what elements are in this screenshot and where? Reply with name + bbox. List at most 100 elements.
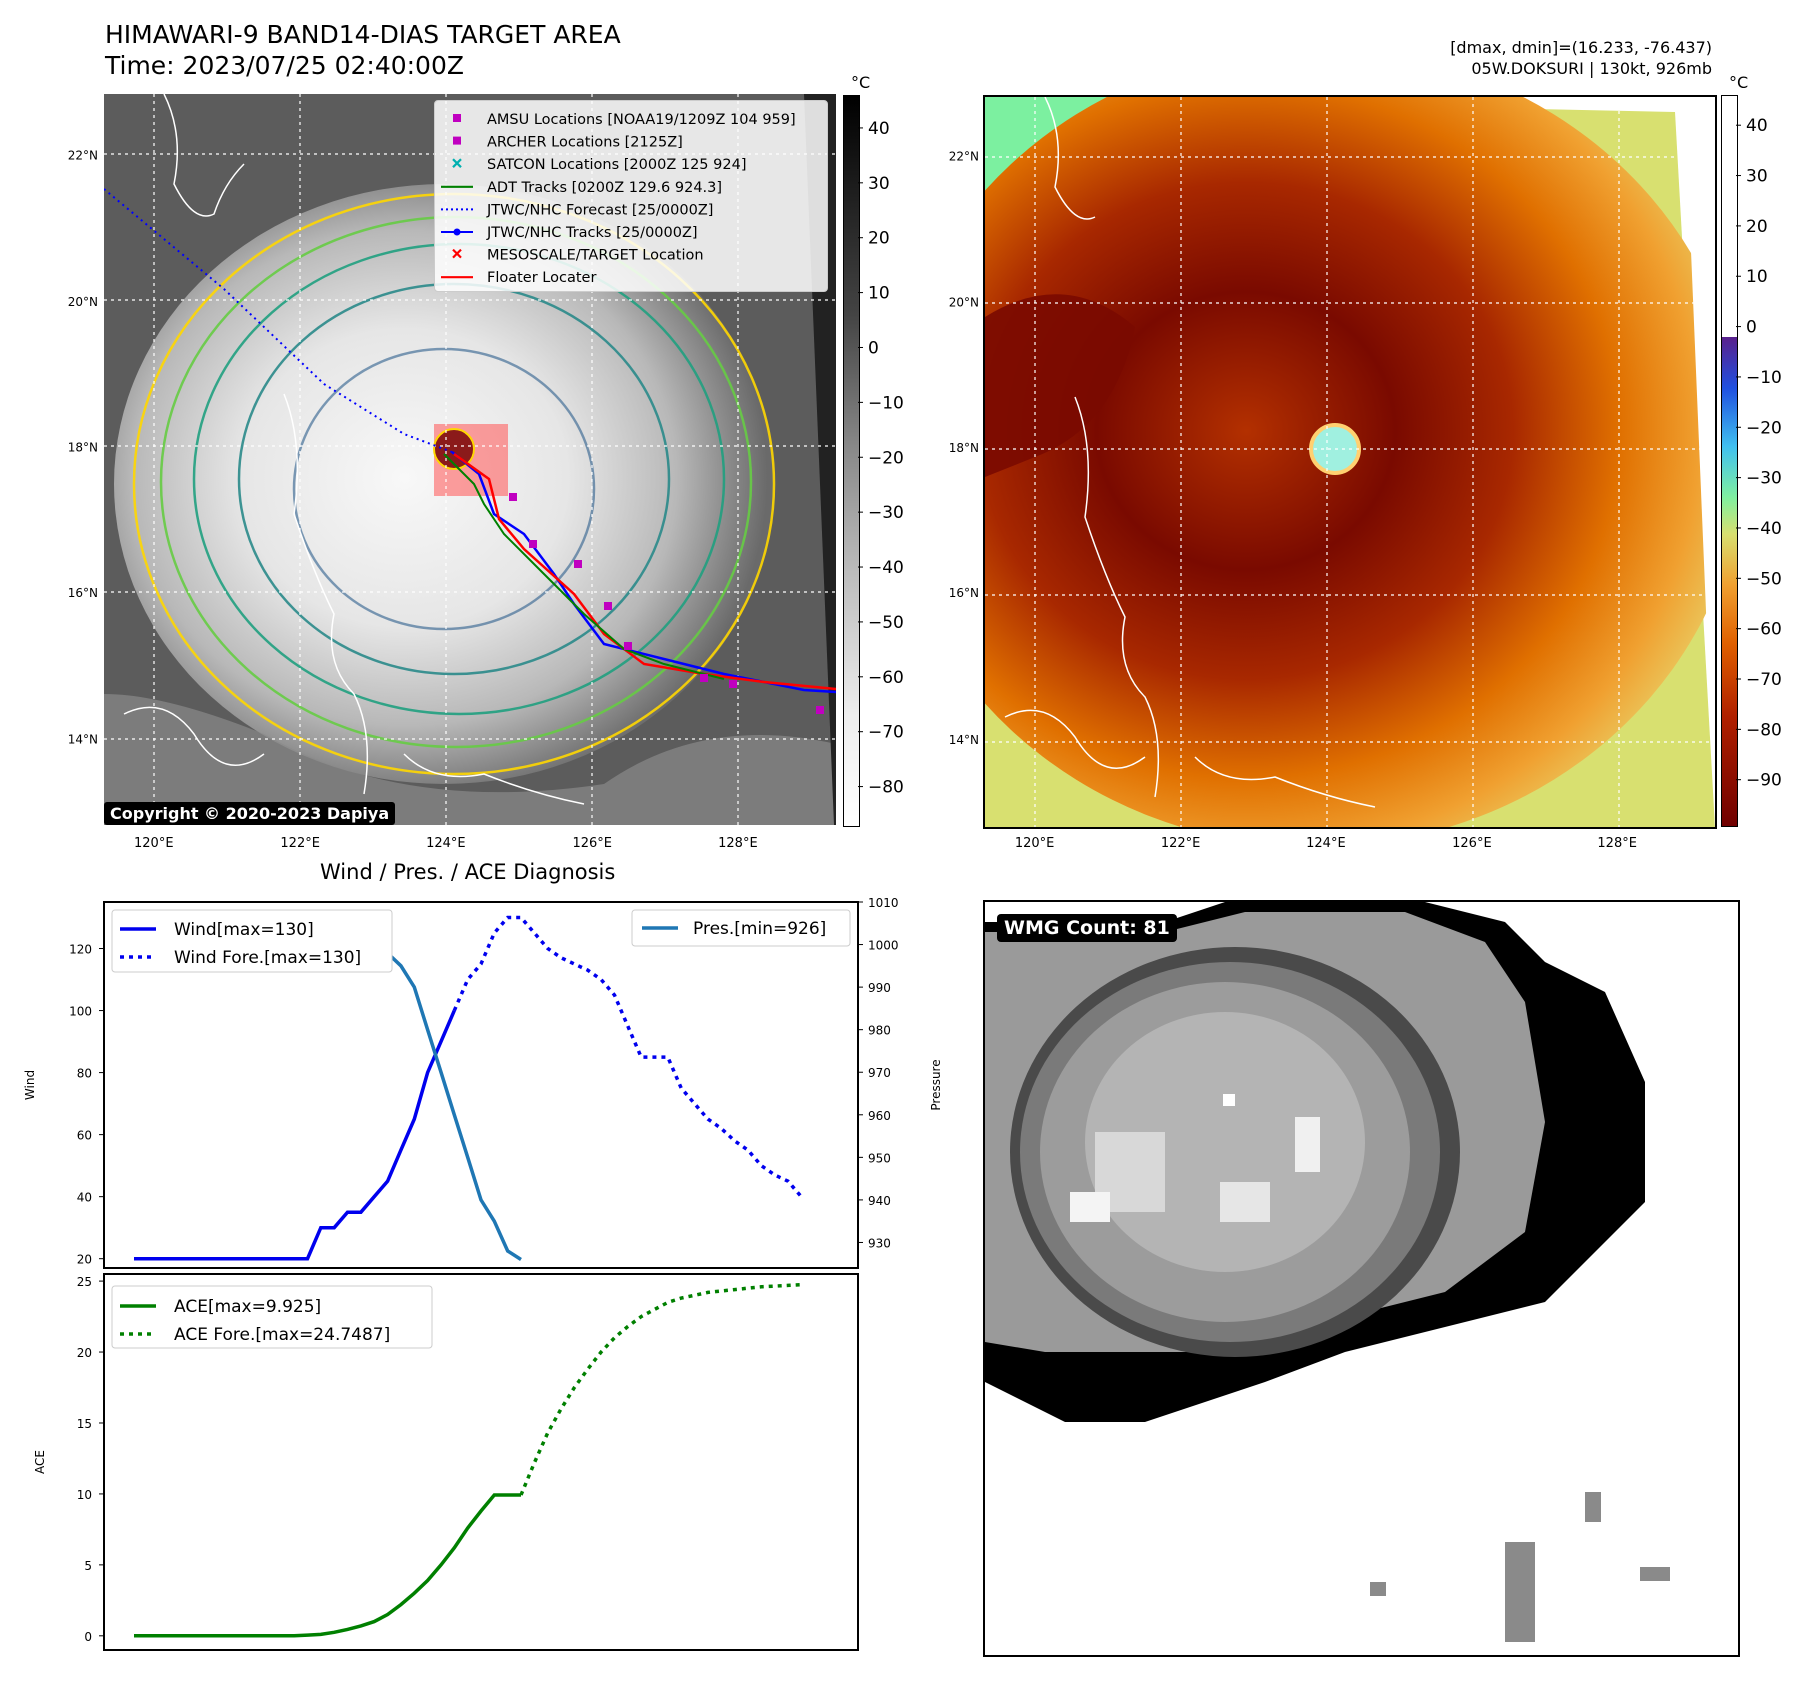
pressure-axis-label: Pressure xyxy=(929,1059,943,1110)
colorbar-tick-label: 40 xyxy=(868,119,890,139)
pressure-legend-box xyxy=(631,909,851,947)
legend-entry: JTWC/NHC Forecast [25/0000Z] xyxy=(441,202,713,218)
lon-label: 126°E xyxy=(1452,836,1492,851)
wmg-count-label: WMG Count: 81 xyxy=(997,914,1177,942)
left-map-axes: 22°N 20°N 18°N 16°N 14°N 120°E 122°E 124°E 126°E… xyxy=(68,149,758,851)
pressure-ytick-label: 980 xyxy=(868,1024,891,1038)
gray-colorbar xyxy=(843,95,860,827)
colorbar-tick-label: −90 xyxy=(1746,771,1782,791)
series-line-ace-fore- xyxy=(519,1282,802,1496)
colorbar-tick-label: −50 xyxy=(868,613,904,633)
wind-legend-label: Wind Fore.[max=130] xyxy=(174,948,361,968)
legend-entry: MESOSCALE/TARGET Location xyxy=(452,248,704,264)
legend-label: Floater Locater xyxy=(487,270,596,286)
legend-label: JTWC/NHC Tracks [25/0000Z] xyxy=(486,225,698,241)
lon-label: 128°E xyxy=(1597,836,1637,851)
pressure-ytick-label: 930 xyxy=(868,1236,891,1250)
pressure-ytick-label: 970 xyxy=(868,1066,891,1080)
figure-title: HIMAWARI-9 BAND14-DIAS TARGET AREA xyxy=(105,20,621,49)
series-line-ace xyxy=(134,1493,521,1638)
colorbar-tick-label: −30 xyxy=(1746,469,1782,489)
wmg-panel: WMG Count: 81 xyxy=(983,900,1740,1657)
legend-entry: JTWC/NHC Tracks [25/0000Z] xyxy=(441,225,698,241)
colorbar-tick-label: 20 xyxy=(868,229,890,249)
wind-pressure-chart: 20 40 60 80 100 120 930 940 950 960 970 980 990 1000 1… xyxy=(23,896,943,1269)
colorbar-tick-label: 10 xyxy=(1746,267,1768,287)
lon-label: 128°E xyxy=(718,836,758,851)
colorbar-tick-label: −40 xyxy=(868,558,904,578)
legend-entry: ARCHER Locations [2125Z] xyxy=(453,135,683,151)
colorbar-tick-label: −20 xyxy=(868,448,904,468)
colorbar-tick-label: −60 xyxy=(1746,620,1782,640)
colorbar-tick-label: 0 xyxy=(868,338,879,358)
legend-marker-dot xyxy=(453,228,461,236)
lat-label: 20°N xyxy=(68,295,98,309)
pressure-legend: Pres.[min=926] xyxy=(631,909,851,947)
wind-ytick-label: 20 xyxy=(77,1253,92,1267)
color-colorbar-unit: °C xyxy=(1729,73,1749,92)
colorbar-tick-label: 30 xyxy=(868,174,890,194)
ace-ytick-label: 15 xyxy=(77,1417,92,1431)
wind-legend-box xyxy=(111,909,393,973)
lat-label: 18°N xyxy=(949,441,979,455)
wind-axis-label: Wind xyxy=(23,1070,37,1100)
pressure-ytick-label: 960 xyxy=(868,1109,891,1123)
ace-ytick-label: 5 xyxy=(84,1559,92,1573)
legend-label: SATCON Locations [2000Z 125 924] xyxy=(487,157,746,173)
lat-label: 14°N xyxy=(949,733,979,747)
pressure-ytick-label: 990 xyxy=(868,981,891,995)
pressure-ytick-label: 1000 xyxy=(868,939,899,953)
ace-legend-label: ACE[max=9.925] xyxy=(174,1297,321,1317)
colorbar-tick-label: −10 xyxy=(1746,368,1782,388)
colorbar-tick-label: 40 xyxy=(1746,116,1768,136)
legend-label: MESOSCALE/TARGET Location xyxy=(487,248,704,264)
wind-ytick-label: 120 xyxy=(69,943,92,957)
pressure-ytick-label: 950 xyxy=(868,1151,891,1165)
lon-label: 122°E xyxy=(280,836,320,851)
lat-label: 22°N xyxy=(949,150,979,164)
lat-label: 16°N xyxy=(68,586,98,600)
ace-ytick-label: 0 xyxy=(84,1630,92,1644)
right-map-axes: 22°N 20°N 18°N 16°N 14°N 120°E 122°E 124°E 126°E… xyxy=(949,150,1637,851)
ace-ytick-label: 10 xyxy=(77,1488,92,1502)
wind-ytick-label: 40 xyxy=(77,1191,92,1205)
pressure-ytick-label: 940 xyxy=(868,1194,891,1208)
legend-entry: ADT Tracks [0200Z 129.6 924.3] xyxy=(441,180,722,196)
dmax-dmin-label: [dmax, dmin]=(16.233, -76.437) xyxy=(1450,38,1712,57)
legend-entry: Floater Locater xyxy=(441,270,596,286)
colorbar-tick-label: −10 xyxy=(868,393,904,413)
ir-color-map xyxy=(983,95,1717,829)
colorbar-tick-label: −30 xyxy=(868,503,904,523)
wind-axes-frame xyxy=(103,901,859,1269)
lon-label: 124°E xyxy=(426,836,466,851)
colorbar-tick-label: −80 xyxy=(868,778,904,798)
colorbar-tick-label: −70 xyxy=(1746,670,1782,690)
color-colorbar-ticks: 40 30 20 10 0 −10 −20 −30 −40 −50 −60 −70 −80 −90 xyxy=(1736,116,1782,791)
legend-label: ADT Tracks [0200Z 129.6 924.3] xyxy=(487,180,722,196)
lat-label: 16°N xyxy=(949,586,979,600)
ace-ytick-label: 25 xyxy=(77,1275,92,1289)
diagnosis-title: Wind / Pres. / ACE Diagnosis xyxy=(320,860,616,884)
ace-legend-label: ACE Fore.[max=24.7487] xyxy=(174,1325,390,1345)
ace-chart: 0 5 10 15 20 25 ACE ACE[max=9.925] ACE Fore.[max… xyxy=(33,1273,859,1651)
pressure-legend-label: Pres.[min=926] xyxy=(693,919,826,939)
ace-legend: ACE[max=9.925] ACE Fore.[max=24.7487] xyxy=(111,1285,433,1349)
legend-marker-x xyxy=(452,248,462,259)
pressure-ytick-label: 1010 xyxy=(868,896,899,910)
legend-marker-square xyxy=(453,114,461,122)
storm-info-label: 05W.DOKSURI | 130kt, 926mb xyxy=(1471,59,1712,78)
wmg-image xyxy=(985,902,1670,1642)
wind-ytick-label: 100 xyxy=(69,1005,92,1019)
ir-color-map-image xyxy=(985,97,1715,827)
ace-axes-frame xyxy=(103,1273,859,1651)
legend-label: AMSU Locations [NOAA19/1209Z 104 959] xyxy=(487,112,796,128)
lon-label: 126°E xyxy=(572,836,612,851)
lon-label: 124°E xyxy=(1306,836,1346,851)
colorbar-tick-label: −80 xyxy=(1746,720,1782,740)
map-legend: AMSU Locations [NOAA19/1209Z 104 959] ARC… xyxy=(434,100,828,292)
lon-label: 120°E xyxy=(1015,836,1055,851)
lat-label: 14°N xyxy=(68,733,98,747)
colorbar-tick-label: −40 xyxy=(1746,519,1782,539)
lon-label: 120°E xyxy=(134,836,174,851)
ace-axis-label: ACE xyxy=(33,1450,47,1474)
